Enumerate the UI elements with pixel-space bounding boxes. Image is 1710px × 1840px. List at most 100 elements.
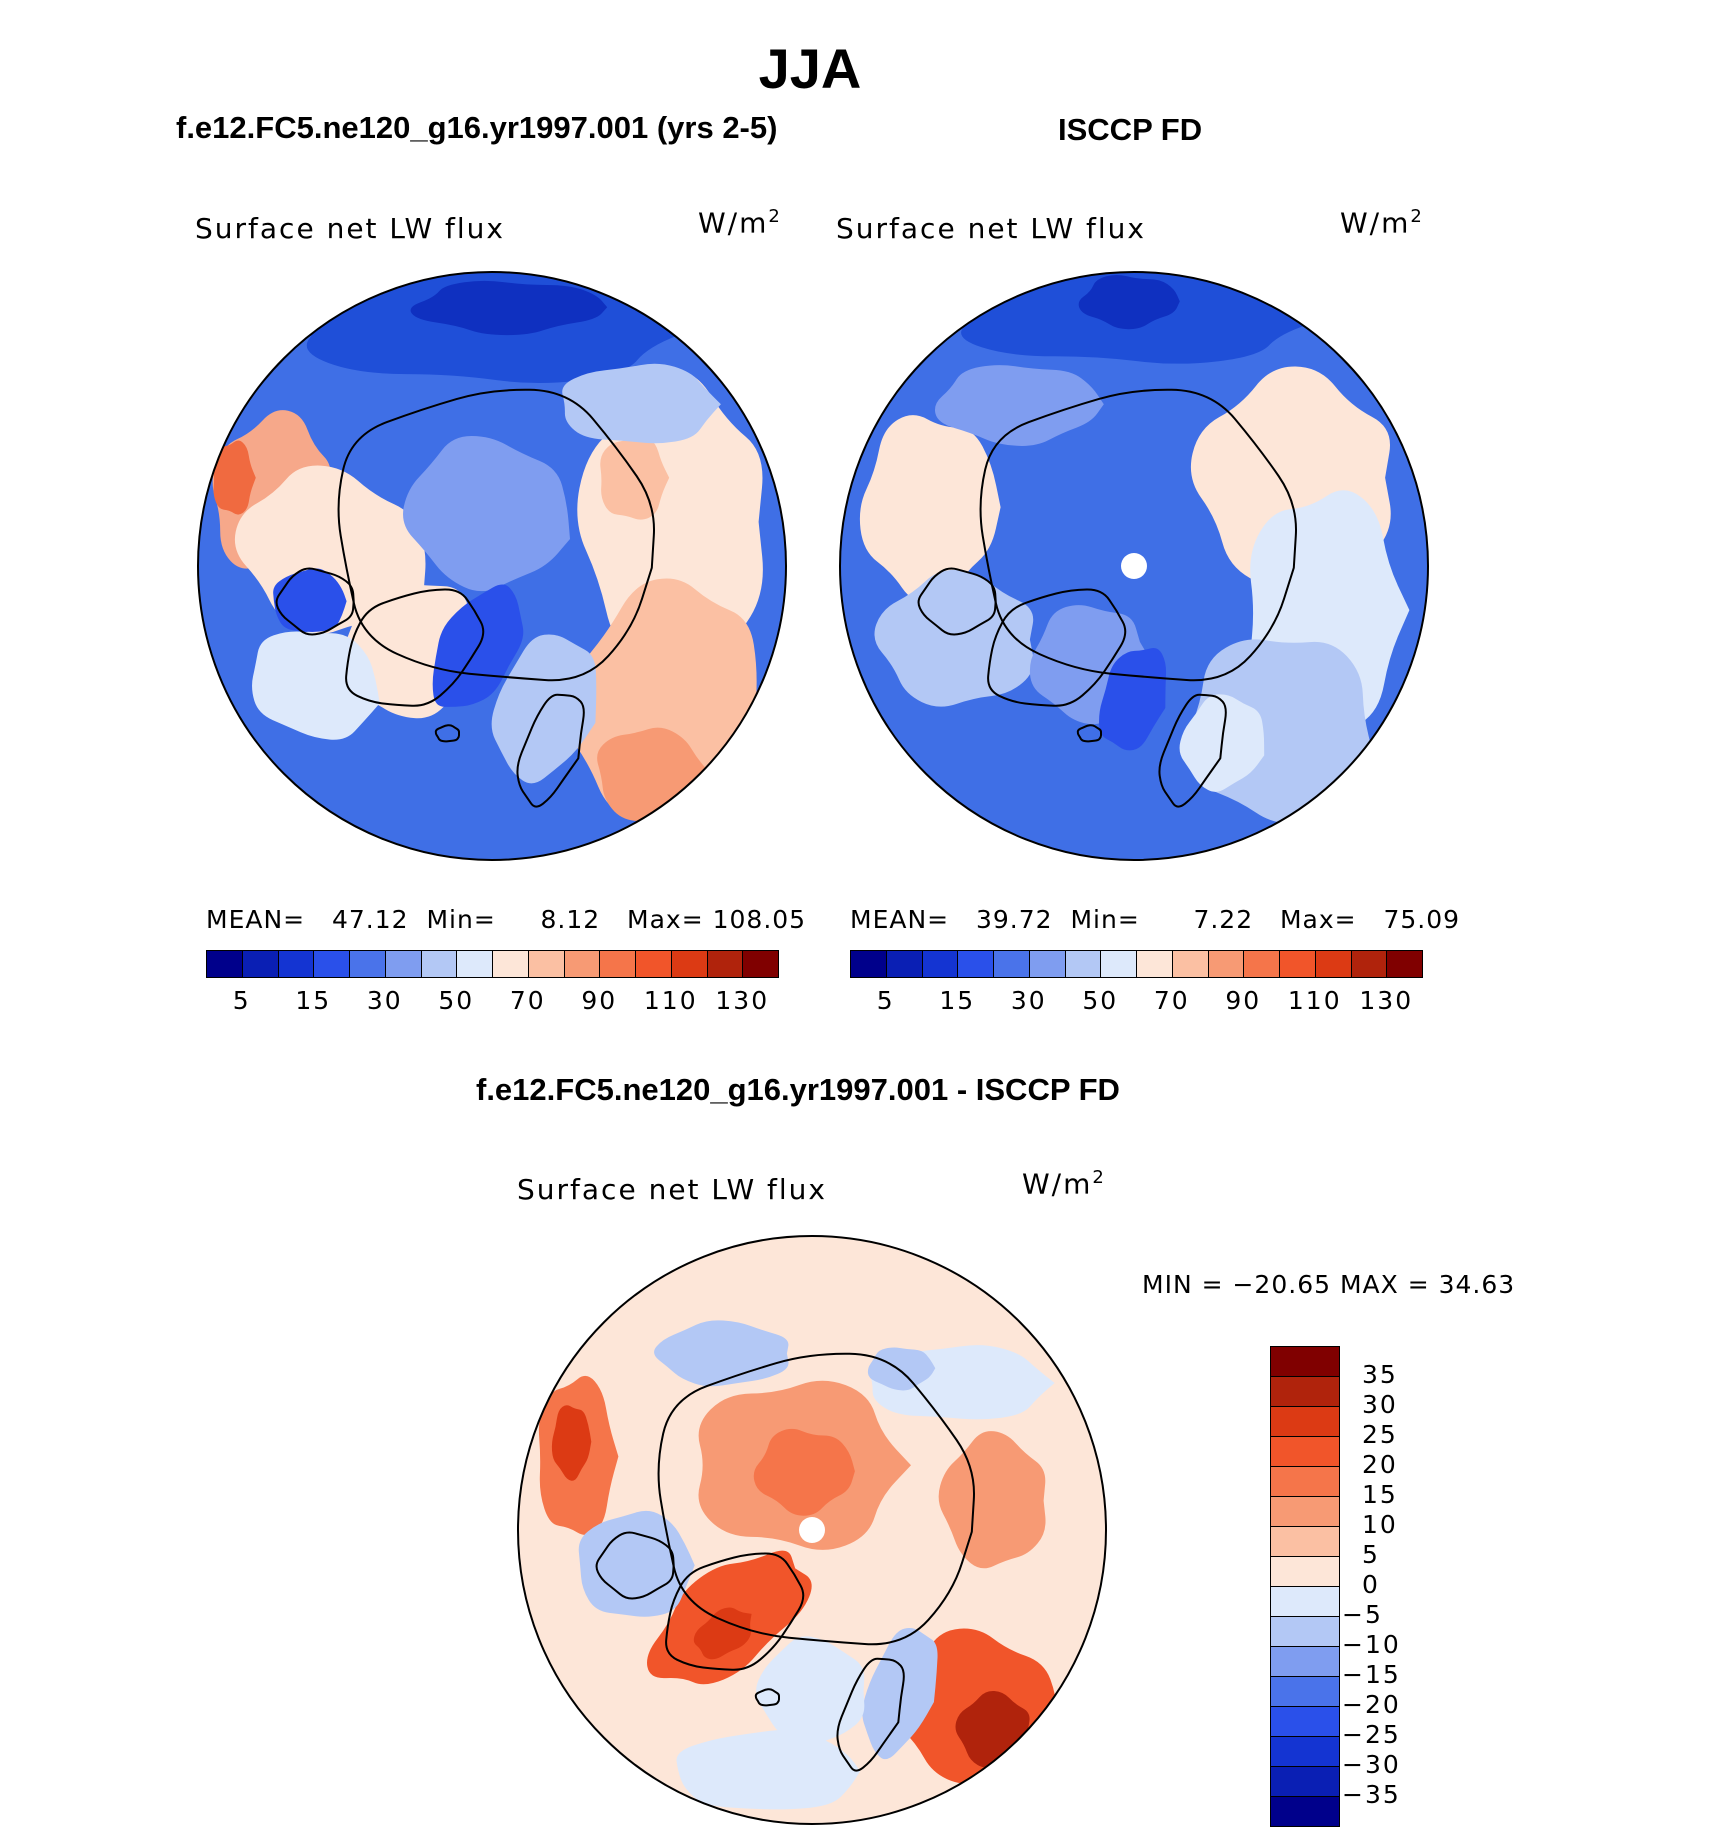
coastline xyxy=(516,693,585,808)
map-border xyxy=(839,271,1429,861)
contour-region xyxy=(403,435,570,592)
contour-region xyxy=(693,1607,752,1660)
coastline xyxy=(1158,693,1227,808)
colorbar-cell xyxy=(206,950,243,978)
coastline xyxy=(665,1552,805,1671)
contour-region xyxy=(874,569,1034,707)
colorbar-cell xyxy=(635,950,672,978)
coastline xyxy=(337,388,656,682)
colorbar-tick-label: 70 xyxy=(1153,986,1190,1015)
colorbar-cell xyxy=(1243,950,1280,978)
colorbar-cell xyxy=(563,950,601,978)
map-border xyxy=(197,271,787,861)
colorbar-tick-label: 90 xyxy=(1225,986,1262,1015)
diff-min-max: MIN = −20.65 MAX = 34.63 xyxy=(1142,1270,1516,1299)
contour-region xyxy=(410,280,608,336)
colorbar-cell xyxy=(670,950,708,978)
colorbar-tick-label: 5 xyxy=(876,986,895,1015)
contour-region xyxy=(273,568,347,632)
colorbar-tick-label: 5 xyxy=(232,986,251,1015)
diff-colorbar-ticks: 35 30 25 20 15 10 5 0 −5 −10 −15 −20 −25 −30 −35 xyxy=(1342,1346,1468,1826)
contour-region xyxy=(753,1428,855,1516)
colorbar-tick-label: 15 xyxy=(1362,1480,1398,1509)
contour-region xyxy=(600,434,670,520)
coastline xyxy=(754,1688,780,1707)
colorbar-tick-label: −25 xyxy=(1342,1720,1401,1749)
model-colorbar-ticks: 5 15 30 50 70 90 110 130 xyxy=(206,986,778,1016)
contour-region xyxy=(862,1627,938,1760)
coastline xyxy=(979,388,1298,682)
obs-variable-label: Surface net LW flux xyxy=(836,212,1146,245)
coastline xyxy=(345,588,485,707)
coastline xyxy=(595,1531,675,1600)
colorbar-cell xyxy=(1314,950,1352,978)
colorbar-cell xyxy=(1270,1616,1340,1647)
colorbar-cell xyxy=(1270,1766,1340,1797)
colorbar-cell xyxy=(1270,1646,1340,1677)
colorbar-cell xyxy=(1270,1436,1340,1467)
contour-region xyxy=(491,634,597,784)
colorbar-cell xyxy=(277,950,315,978)
contour-region xyxy=(934,365,1104,446)
colorbar-cell xyxy=(1270,1406,1340,1437)
colorbar-tick-label: −30 xyxy=(1342,1750,1401,1779)
obs-colorbar xyxy=(850,950,1423,978)
coastline xyxy=(1076,724,1102,743)
colorbar-cell xyxy=(1270,1796,1340,1827)
model-colorbar xyxy=(206,950,779,978)
contour-region xyxy=(578,1510,695,1617)
colorbar-cell xyxy=(349,950,386,978)
colorbar-cell xyxy=(993,950,1030,978)
colorbar-cell xyxy=(1270,1556,1340,1587)
colorbar-cell xyxy=(1064,950,1102,978)
contour-region xyxy=(1078,274,1180,330)
colorbar-cell xyxy=(599,950,636,978)
colorbar-cell xyxy=(1171,950,1209,978)
colorbar-cell xyxy=(1270,1346,1340,1377)
colorbar-tick-label: 15 xyxy=(939,986,976,1015)
colorbar-cell xyxy=(742,950,779,978)
colorbar-tick-label: −5 xyxy=(1342,1600,1383,1629)
colorbar-tick-label: 20 xyxy=(1362,1450,1398,1479)
colorbar-tick-label: 30 xyxy=(366,986,403,1015)
colorbar-cell xyxy=(456,950,493,978)
map-field xyxy=(198,272,786,860)
colorbar-tick-label: 35 xyxy=(1362,1360,1398,1389)
colorbar-tick-label: 130 xyxy=(1359,986,1414,1015)
colorbar-cell xyxy=(921,950,959,978)
colorbar-cell xyxy=(1270,1586,1340,1617)
colorbar-cell xyxy=(1136,950,1173,978)
colorbar-cell xyxy=(1270,1466,1340,1497)
contour-region xyxy=(756,1636,865,1747)
colorbar-tick-label: 70 xyxy=(509,986,546,1015)
colorbar-tick-label: 110 xyxy=(1287,986,1342,1015)
colorbar-cell xyxy=(706,950,744,978)
coastline xyxy=(434,724,460,743)
pole-mask xyxy=(1121,553,1147,579)
colorbar-cell xyxy=(1270,1496,1340,1527)
coastline xyxy=(917,567,997,636)
contour-region xyxy=(562,363,721,444)
model-units-label: W/m2 xyxy=(698,206,782,240)
model-panel-header: f.e12.FC5.ne120_g16.yr1997.001 (yrs 2-5) xyxy=(176,110,778,145)
colorbar-cell xyxy=(1279,950,1316,978)
model-variable-label: Surface net LW flux xyxy=(195,212,505,245)
colorbar-cell xyxy=(420,950,458,978)
colorbar-cell xyxy=(1386,950,1423,978)
diff-variable-label: Surface net LW flux xyxy=(517,1173,827,1206)
model-stats: MEAN= 47.12 Min= 8.12 Max= 108.05 xyxy=(206,905,807,934)
colorbar-cell xyxy=(1207,950,1245,978)
pole-mask xyxy=(799,1517,825,1543)
obs-colorbar-ticks: 5 15 30 50 70 90 110 130 xyxy=(850,986,1422,1016)
colorbar-cell xyxy=(1270,1526,1340,1557)
colorbar-tick-label: 50 xyxy=(438,986,475,1015)
contour-region xyxy=(859,415,1001,605)
colorbar-cell xyxy=(1270,1706,1340,1737)
contour-region xyxy=(938,1431,1046,1569)
colorbar-cell xyxy=(241,950,279,978)
colorbar-tick-label: −15 xyxy=(1342,1660,1401,1689)
contour-region xyxy=(551,1405,592,1481)
